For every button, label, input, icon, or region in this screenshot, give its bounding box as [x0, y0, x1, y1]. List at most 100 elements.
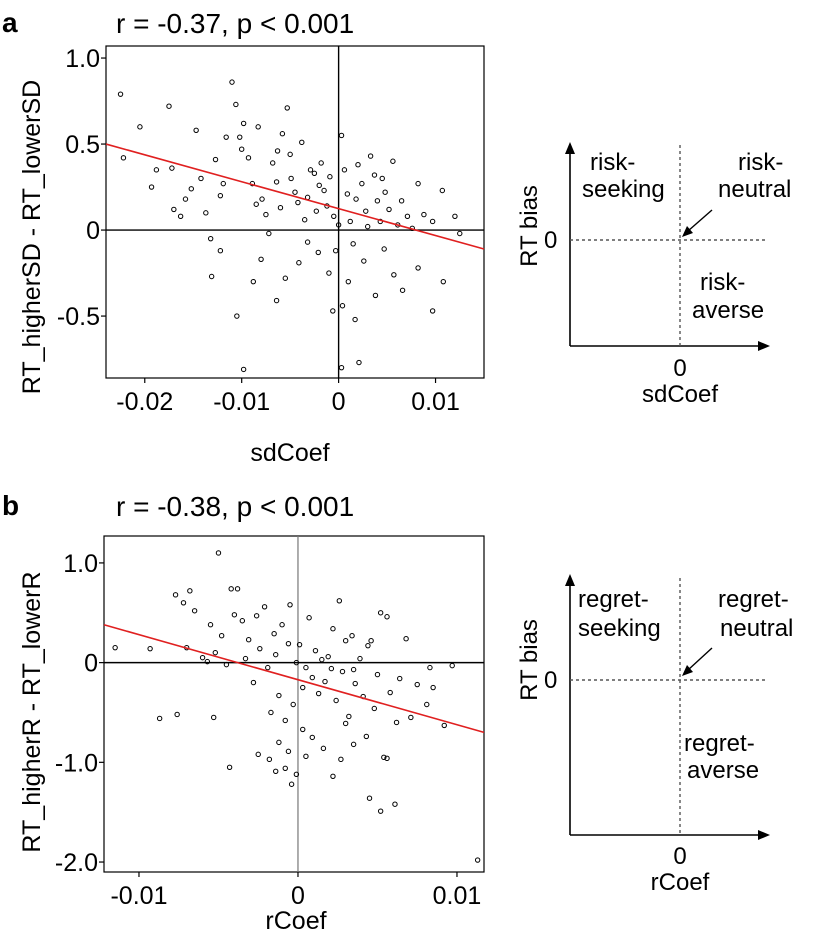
panel-b-data-point	[293, 771, 300, 777]
diagram-a-averse-1: risk-	[700, 269, 745, 296]
panel-b-data-point	[414, 681, 420, 688]
panel-b-data-point	[212, 649, 218, 656]
panel-a-plot-frame	[105, 45, 485, 379]
panel-b-data-point	[279, 622, 285, 628]
panel-a-data-point	[207, 235, 214, 242]
panel-a-data-point	[386, 206, 392, 213]
panel-b-title: r = -0.38, p < 0.001	[116, 491, 354, 522]
panel-a-data-point	[333, 248, 339, 254]
panel-b-data-point	[306, 615, 312, 621]
diagram-b-neutral-1: regret-	[718, 586, 789, 613]
panel-a-data-point	[279, 131, 286, 137]
panel-a-data-point	[182, 196, 189, 202]
panel-a-data-point	[355, 161, 361, 168]
diagram-a-averse-2: averse	[692, 297, 764, 324]
panel-b-data-point	[320, 745, 327, 752]
panel-b-data-point	[474, 857, 481, 863]
panel-a-data-point	[250, 278, 257, 285]
panel-b-data-point	[430, 684, 436, 691]
panel-a-data-point	[338, 364, 345, 371]
panel-a-x-tick-label: 0	[332, 388, 346, 416]
panel-a-data-point	[344, 191, 351, 197]
panel-a-data-point	[353, 196, 359, 202]
panel-a-data-point	[421, 211, 427, 218]
panel-a-data-point	[273, 179, 280, 185]
diagram-b-averse-2: averse	[687, 757, 759, 784]
panel-a-data-point	[415, 180, 421, 187]
panel-a-data-point	[367, 153, 374, 159]
panel-a-data-point	[292, 189, 298, 195]
panel-a-letter: a	[2, 7, 18, 38]
panel-b-data-point	[387, 689, 393, 696]
panel-b-data-point	[309, 674, 315, 681]
diagram-a-ylabel: RT bias	[516, 185, 543, 267]
panel-b-data-point	[180, 600, 187, 606]
panel-b-data-point	[333, 697, 339, 704]
panel-b-data-point	[427, 664, 433, 671]
panel-b-data-point	[330, 626, 336, 632]
diagram-b-x-zero: 0	[673, 843, 686, 870]
panel-a-data-point	[198, 175, 204, 182]
panel-a-data-point	[361, 258, 367, 264]
panel-a-data-point	[391, 272, 397, 278]
panel-a-data-point	[304, 239, 311, 245]
diagram-b-seeking-2: seeking	[578, 615, 661, 642]
panel-a-data-point	[313, 208, 320, 214]
panel-a-trend-line	[105, 143, 485, 250]
panel-b-y-tick-label: -1.0	[55, 749, 98, 777]
panel-a-data-point	[253, 201, 259, 207]
panel-b-x-tick-label: 0	[291, 882, 305, 910]
panel-a-data-point	[296, 260, 302, 266]
panel-a-data-point	[240, 120, 247, 127]
panel-b-data-point	[207, 622, 214, 628]
diagram-a-pointer-arrow	[682, 226, 693, 237]
panel-b-data-point	[363, 733, 370, 740]
diagram-b-neutral-2: neutral	[720, 615, 793, 642]
panel-b-data-point	[228, 586, 234, 592]
panel-b-data-point	[293, 659, 300, 666]
panel-b-data-point	[215, 550, 222, 556]
panel-b-data-point	[350, 666, 357, 673]
diagram-a-seeking-2: seeking	[582, 176, 665, 203]
panel-a-data-point	[439, 187, 446, 194]
panel-b-data-point	[312, 647, 319, 654]
panel-b-data-point	[377, 610, 384, 616]
panel-a-data-point	[390, 158, 396, 164]
panel-a-data-point	[301, 217, 308, 223]
diagram-a-neutral-1: risk-	[738, 149, 783, 176]
panel-b-data-point	[377, 808, 384, 814]
panel-a-data-point	[371, 172, 378, 178]
panel-a-data-point	[316, 182, 322, 189]
panel-a-data-point	[429, 308, 436, 314]
panel-a-data-point	[440, 278, 446, 285]
panel-a-data-point	[359, 180, 365, 187]
panel-a-data-point	[382, 189, 388, 195]
diagram-b-y-zero: 0	[544, 667, 557, 694]
panel-b-data-point	[257, 645, 263, 652]
panel-b-data-point	[265, 664, 271, 671]
panel-b-data-point	[273, 768, 279, 774]
panel-a-data-point	[452, 213, 458, 220]
panel-b-data-point	[261, 604, 268, 610]
panel-b-ylabel: RT_higherR - RT_lowerR	[18, 571, 46, 852]
panel-b-data-point	[290, 701, 296, 708]
panel-a-data-point	[233, 101, 239, 108]
panel-b-data-point	[253, 613, 260, 619]
panel-b-trend-line	[103, 623, 485, 734]
diagram-a-seeking-1: risk-	[590, 149, 635, 176]
panel-a-data-point	[321, 187, 327, 194]
panel-b-data-point	[300, 684, 306, 691]
panel-b-data-point	[282, 765, 288, 772]
panel-a-y-tick-label: 0.5	[65, 131, 100, 159]
diagram-a: risk- seeking risk- neutral risk- averse…	[516, 142, 791, 408]
panel-a-data-point	[270, 160, 276, 166]
panel-a-data-point	[237, 134, 243, 140]
panel-a-data-point	[429, 218, 436, 225]
panel-b-data-point	[174, 711, 180, 718]
panel-b-data-point	[199, 654, 206, 661]
panel-b-data-point	[349, 633, 355, 639]
diagram-b-seeking-1: regret-	[578, 586, 649, 613]
panel-a-data-point	[240, 366, 247, 373]
diagram-a-pointer-line	[687, 209, 713, 232]
